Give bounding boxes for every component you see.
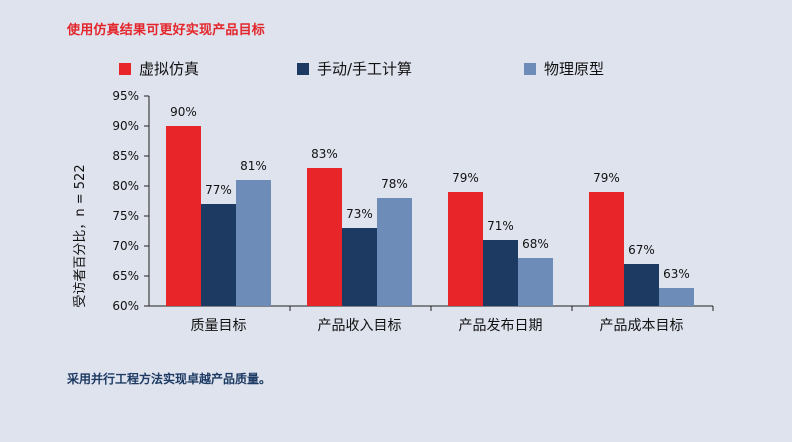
- bar-value-label: 78%: [381, 177, 408, 191]
- legend-swatch-physical-prototype: [524, 62, 536, 75]
- bar: [624, 264, 659, 306]
- legend: 虚拟仿真 手动/手工计算 物理原型: [119, 58, 604, 79]
- y-tick-label: 60%: [112, 299, 139, 313]
- bar-value-label: 63%: [663, 267, 690, 281]
- legend-label-physical-prototype: 物理原型: [544, 60, 605, 78]
- bar-value-label: 71%: [487, 219, 514, 233]
- y-axis-label: 受访者百分比，n = 522: [73, 164, 88, 307]
- bars: [166, 126, 694, 306]
- bar-value-label: 79%: [452, 171, 479, 185]
- footer-note: 采用并行工程方法实现卓越产品质量。: [67, 372, 272, 386]
- value-labels: 90% 77% 81% 83% 73% 78% 79% 71% 68% 79% 67% 63%: [170, 105, 690, 281]
- bar: [166, 126, 201, 306]
- x-category-label: 产品收入目标: [318, 318, 402, 334]
- y-tick-label: 65%: [112, 269, 139, 283]
- legend-label-virtual-simulation: 虚拟仿真: [139, 60, 200, 78]
- legend-item-virtual-simulation: 虚拟仿真: [119, 58, 297, 79]
- bar-value-label: 83%: [311, 147, 338, 161]
- bar-value-label: 77%: [205, 183, 232, 197]
- bar: [483, 240, 518, 306]
- y-axis: 60% 65% 70% 75% 80% 85% 90% 95%: [112, 89, 150, 313]
- bar: [518, 258, 553, 306]
- legend-item-physical-prototype: 物理原型: [524, 58, 604, 79]
- y-tick-label: 75%: [112, 209, 139, 223]
- bar: [236, 180, 271, 306]
- bar-value-label: 90%: [170, 105, 197, 119]
- x-category-label: 质量目标: [191, 318, 247, 334]
- bar-value-label: 73%: [346, 207, 373, 221]
- y-tick-label: 90%: [112, 119, 139, 133]
- x-category-label: 产品发布日期: [459, 318, 543, 334]
- bar: [589, 192, 624, 306]
- bar-value-label: 67%: [628, 243, 655, 257]
- y-tick-label: 95%: [112, 89, 139, 103]
- legend-swatch-virtual-simulation: [119, 62, 131, 75]
- bar-value-label: 68%: [522, 237, 549, 251]
- y-tick-label: 85%: [112, 149, 139, 163]
- legend-label-manual-calculation: 手动/手工计算: [317, 60, 413, 78]
- x-category-label: 产品成本目标: [600, 318, 684, 334]
- chart-title: 使用仿真结果可更好实现产品目标: [67, 23, 266, 38]
- bar-value-label: 81%: [240, 159, 267, 173]
- bar-value-label: 79%: [593, 171, 620, 185]
- bar: [201, 204, 236, 306]
- y-tick-label: 70%: [112, 239, 139, 253]
- legend-swatch-manual-calculation: [297, 62, 309, 75]
- bar: [307, 168, 342, 306]
- bar: [377, 198, 412, 306]
- y-tick-label: 80%: [112, 179, 139, 193]
- bar: [342, 228, 377, 306]
- legend-item-manual-calculation: 手动/手工计算: [297, 58, 524, 79]
- bar: [448, 192, 483, 306]
- x-axis: 质量目标 产品收入目标 产品发布日期 产品成本目标: [149, 305, 714, 334]
- bar: [659, 288, 694, 306]
